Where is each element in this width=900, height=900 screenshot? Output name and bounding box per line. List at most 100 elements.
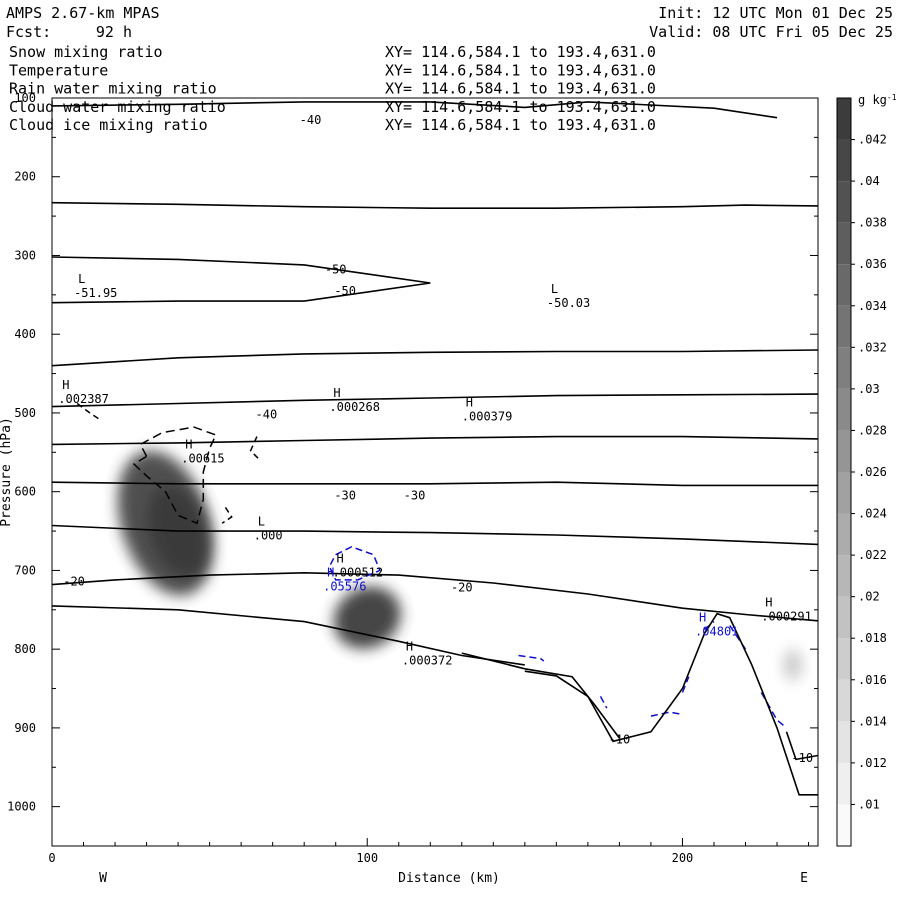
extremum-type: H (406, 640, 413, 654)
cloud-ice-contour (132, 426, 217, 525)
colorbar-tick-label: .022 (858, 548, 887, 562)
isotherm-label: -30 (334, 489, 356, 503)
fcst-label: Fcst: (6, 23, 51, 41)
colorbar-unit: g kg-1 (858, 93, 897, 107)
colorbar-tick-label: .04 (858, 174, 880, 188)
extremum-type: H (327, 566, 334, 580)
colorbar: .01 .012 .014 .016 .018 .02 .022 .024 .026 .028 .0… (836, 97, 887, 847)
isotherm-line (52, 256, 431, 304)
fcst-value: 92 h (96, 23, 132, 41)
colorbar-tick-label: .02 (858, 590, 880, 604)
colorbar-swatch (837, 513, 851, 556)
isotherm-line (52, 435, 818, 446)
isotherm-line (52, 481, 818, 487)
colorbar-tick-label: .024 (858, 507, 887, 521)
isotherm-line (52, 201, 818, 209)
y-axis-label: Pressure (hPa) (0, 417, 14, 527)
valid-time: Valid: 08 UTC Fri 05 Dec 25 (649, 23, 893, 41)
cloud-ice-contour (221, 506, 233, 524)
init-time: Init: 12 UTC Mon 01 Dec 25 (658, 4, 893, 22)
extremum-value: .04801 (695, 624, 738, 638)
extremum-value: .000268 (329, 400, 380, 414)
y-axis: 100 200 300 400 500 600 700 800 900 1000 (7, 91, 818, 847)
extremum-type: H (699, 610, 706, 624)
isotherm-label: -30 (404, 489, 426, 503)
isotherm-line (52, 605, 525, 666)
isotherm-line (52, 571, 818, 622)
colorbar-tick-label: .032 (858, 340, 887, 354)
colorbar-swatch (837, 472, 851, 514)
model-title: AMPS 2.67-km MPAS (6, 4, 160, 22)
field-xy: XY= 114.6,584.1 to 193.4,631.0 (385, 80, 656, 98)
field-name: Cloud water mixing ratio (9, 98, 226, 116)
colorbar-swatch (837, 98, 851, 140)
y-tick-label: 300 (14, 248, 36, 262)
colorbar-swatch (837, 222, 851, 265)
extremum-type: H (333, 386, 340, 400)
extremum-type: H (765, 596, 772, 610)
y-tick-label: 1000 (7, 800, 36, 814)
colorbar-tick-label: .012 (858, 756, 887, 770)
extremum-type: H (337, 551, 344, 565)
colorbar-swatch (837, 638, 851, 680)
field-xy: XY= 114.6,584.1 to 193.4,631.0 (385, 61, 656, 79)
colorbar-tick-label: .042 (858, 133, 887, 147)
extremum-value: .00615 (181, 451, 224, 465)
cloud-water-contour (518, 654, 545, 662)
extremum-value: .000291 (761, 610, 812, 624)
x-axis: 0 100 200 (48, 838, 810, 865)
colorbar-swatch (837, 388, 851, 431)
y-tick-label: 200 (14, 170, 36, 184)
colorbar-tick-label: .016 (858, 673, 887, 687)
cloud-ice-contours (76, 402, 261, 525)
y-tick-label: 800 (14, 642, 36, 656)
cloud-ice-contour (249, 436, 261, 461)
colorbar-swatch (837, 679, 851, 722)
colorbar-tick-label: .014 (858, 714, 887, 728)
colorbar-swatch (837, 139, 851, 182)
isotherm-label: -50 (325, 263, 347, 277)
colorbar-tick-label: .03 (858, 382, 880, 396)
extremum-type: L (78, 272, 85, 286)
isotherm-label: -40 (256, 408, 278, 422)
isotherm-line (461, 652, 621, 739)
y-tick-label: 600 (14, 485, 36, 499)
field-name: Snow mixing ratio (9, 43, 163, 61)
isotherm-label: -20 (63, 574, 85, 588)
field-xy: XY= 114.6,584.1 to 193.4,631.0 (385, 43, 656, 61)
y-tick-label: 900 (14, 721, 36, 735)
extremum-type: H (185, 437, 192, 451)
extremum-type: L (258, 514, 265, 528)
colorbar-swatch (837, 721, 851, 763)
isotherm-label: -40 (300, 113, 322, 127)
isotherm-line (52, 524, 818, 546)
colorbar-tick-label: .034 (858, 299, 887, 313)
colorbar-tick-label: .036 (858, 257, 887, 271)
colorbar-tick-label: .026 (858, 465, 887, 479)
y-tick-label: 700 (14, 563, 36, 577)
plot-frame (51, 97, 819, 847)
extremum-value: -50.03 (547, 296, 590, 310)
extremum-value: .002387 (58, 392, 109, 406)
x-tick-label: 100 (356, 851, 378, 865)
colorbar-swatch (837, 596, 851, 639)
extremum-value: .000512 (333, 565, 384, 579)
colorbar-swatch (837, 804, 851, 846)
isotherm-label: -20 (451, 581, 473, 595)
field-name: Rain water mixing ratio (9, 80, 217, 98)
field-list: Snow mixing ratio XY= 114.6,584.1 to 193.… (9, 43, 656, 134)
colorbar-tick-label: .038 (858, 216, 887, 230)
cloud-ice-contour (76, 402, 100, 420)
y-tick-label: 100 (14, 91, 36, 105)
colorbar-swatch (837, 430, 851, 472)
colorbar-swatch (837, 181, 851, 223)
colorbar-tick-label: .028 (858, 423, 887, 437)
colorbar-tick-label: .01 (858, 797, 880, 811)
isotherm-line (52, 349, 818, 367)
y-tick-label: 400 (14, 327, 36, 341)
isotherm-line (52, 393, 818, 408)
cloud-water-contour (681, 676, 690, 693)
colorbar-swatch (837, 264, 851, 306)
isotherm-label: -50 (334, 284, 356, 298)
x-tick-label: 200 (672, 851, 694, 865)
